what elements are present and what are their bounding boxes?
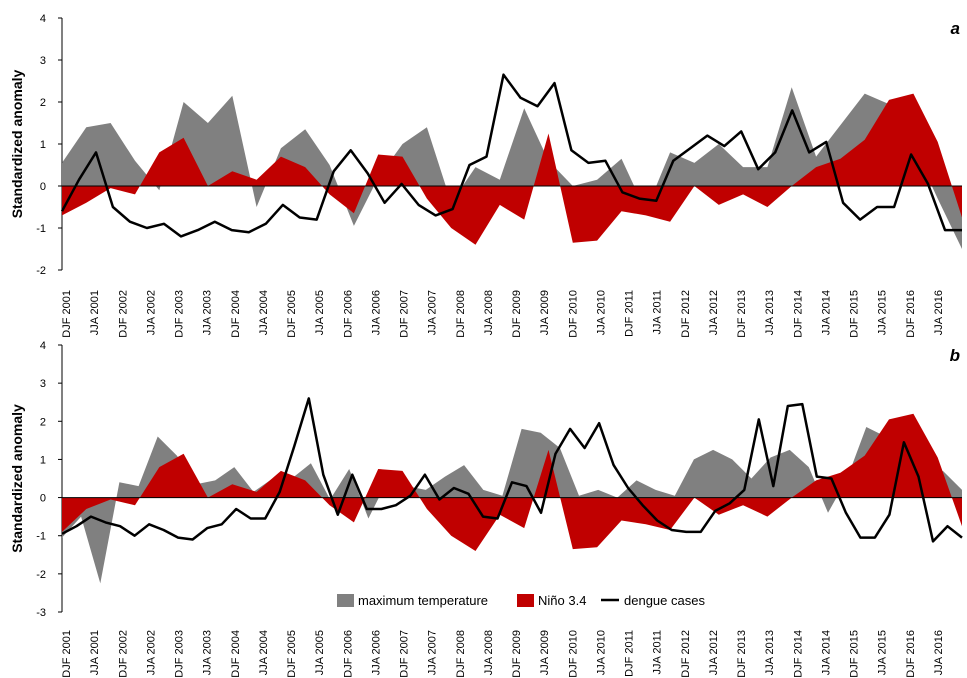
x-tick-label: DJF 2013	[736, 290, 748, 338]
series-area-maximum-temperature	[62, 427, 962, 584]
series-area-maximum-temperature	[62, 87, 962, 249]
x-tick-label: JJA 2009	[539, 630, 551, 675]
x-tick-label: DJF 2001	[61, 290, 73, 338]
y-tick-label: 3	[40, 378, 46, 390]
x-tick-label: DJF 2006	[342, 630, 354, 678]
y-tick-label: 3	[40, 55, 46, 67]
x-tick-label: DJF 2012	[680, 290, 692, 338]
y-axis-title: Standardized anomaly	[9, 404, 25, 553]
x-tick-label: JJA 2008	[483, 630, 495, 675]
x-tick-label: JJA 2014	[820, 630, 832, 675]
x-tick-label: DJF 2014	[792, 630, 804, 678]
x-tick-label: JJA 2011	[652, 630, 664, 674]
x-tick-label: JJA 2016	[933, 290, 945, 335]
panel-a-chart: -2 -1 0 1 2 3 4 Standardized anomaly a DJF 2001 JJ…	[9, 13, 962, 338]
x-tick-label: DJF 2002	[117, 630, 129, 678]
x-tick-label: JJA 2001	[89, 290, 101, 335]
x-tick-label: JJA 2003	[202, 290, 214, 335]
x-tick-label: JJA 2006	[370, 630, 382, 675]
x-tick-label: JJA 2007	[427, 290, 439, 335]
x-tick-label: DJF 2015	[849, 630, 861, 678]
x-tick-label: DJF 2001	[61, 630, 73, 678]
x-tick-label: DJF 2014	[792, 290, 804, 338]
legend: maximum temperature Niño 3.4 dengue case…	[337, 593, 705, 608]
x-tick-label: DJF 2010	[567, 630, 579, 678]
y-axis-title: Standardized anomaly	[9, 69, 25, 218]
x-tick-label: DJF 2006	[342, 290, 354, 338]
x-tick-label: DJF 2005	[286, 290, 298, 338]
x-tick-label: JJA 2014	[820, 290, 832, 335]
x-tick-label: JJA 2005	[314, 290, 326, 335]
x-tick-label: DJF 2010	[567, 290, 579, 338]
y-tick-label: -2	[36, 569, 46, 581]
x-tick-label: JJA 2013	[764, 630, 776, 675]
x-tick-label: JJA 2001	[89, 630, 101, 675]
x-tick-label: JJA 2007	[427, 630, 439, 675]
x-tick-label: JJA 2016	[933, 630, 945, 675]
x-tick-label: DJF 2012	[680, 630, 692, 678]
x-tick-label: DJF 2015	[849, 290, 861, 338]
y-tick-label: -1	[36, 531, 46, 543]
y-tick-label: 0	[40, 181, 46, 193]
x-tick-label: JJA 2015	[877, 290, 889, 335]
x-tick-label: DJF 2003	[174, 630, 186, 678]
x-tick-label: JJA 2010	[595, 630, 607, 675]
series-line-dengue-cases	[60, 73, 962, 238]
y-tick-label: 2	[40, 97, 46, 109]
x-tick-label: DJF 2002	[117, 290, 129, 338]
x-tick-label: DJF 2011	[624, 630, 636, 677]
legend-label-maximum-temperature: maximum temperature	[358, 593, 488, 608]
x-tick-label: DJF 2008	[455, 630, 467, 678]
y-tick-label: 4	[40, 340, 46, 352]
x-tick-label: DJF 2016	[905, 630, 917, 678]
x-tick-label: DJF 2016	[905, 290, 917, 338]
x-tick-label: JJA 2012	[708, 290, 720, 335]
panel-b-chart: -3 -2 -1 0 1 2 3 4 Standardized anomaly b DJF 2001…	[9, 340, 963, 678]
legend-label-dengue-cases: dengue cases	[624, 593, 705, 608]
x-tick-label: DJF 2004	[230, 630, 242, 678]
x-tick-label: DJF 2009	[511, 290, 523, 338]
legend-swatch-maximum-temperature	[337, 594, 354, 607]
y-tick-label: 1	[40, 139, 46, 151]
y-tick-label: 4	[40, 13, 46, 25]
y-tick-label: 0	[40, 493, 46, 505]
x-tick-label: JJA 2005	[314, 630, 326, 675]
x-tick-label: JJA 2004	[258, 630, 270, 675]
x-tick-label: JJA 2004	[258, 290, 270, 335]
panel-label: b	[950, 346, 960, 365]
x-tick-label: DJF 2008	[455, 290, 467, 338]
panel-label: a	[951, 19, 960, 38]
x-tick-label: JJA 2010	[595, 290, 607, 335]
y-tick-label: -3	[36, 607, 46, 619]
x-tick-label: DJF 2007	[399, 630, 411, 678]
y-tick-label: -1	[36, 223, 46, 235]
y-tick-label: 2	[40, 416, 46, 428]
y-tick-label: 1	[40, 454, 46, 466]
x-tick-label: DJF 2007	[399, 290, 411, 338]
legend-swatch-nino34	[517, 594, 534, 607]
x-tick-label: DJF 2003	[174, 290, 186, 338]
x-tick-label: DJF 2013	[736, 630, 748, 678]
x-tick-label: JJA 2003	[202, 630, 214, 675]
x-tick-label: JJA 2015	[877, 630, 889, 675]
x-tick-label: DJF 2011	[624, 290, 636, 337]
series-line-dengue-cases	[61, 397, 963, 543]
x-tick-label: JJA 2002	[145, 630, 157, 675]
x-tick-label: DJF 2005	[286, 630, 298, 678]
x-tick-label: JJA 2013	[764, 290, 776, 335]
x-tick-label: JJA 2002	[145, 290, 157, 335]
x-tick-label: JJA 2006	[370, 290, 382, 335]
x-tick-label: DJF 2004	[230, 290, 242, 338]
x-tick-label: JJA 2011	[652, 290, 664, 334]
x-tick-label: DJF 2009	[511, 630, 523, 678]
legend-label-nino34: Niño 3.4	[538, 593, 586, 608]
x-tick-label: JJA 2009	[539, 290, 551, 335]
y-tick-label: -2	[36, 265, 46, 277]
x-tick-label: JJA 2008	[483, 290, 495, 335]
x-tick-label: JJA 2012	[708, 630, 720, 675]
